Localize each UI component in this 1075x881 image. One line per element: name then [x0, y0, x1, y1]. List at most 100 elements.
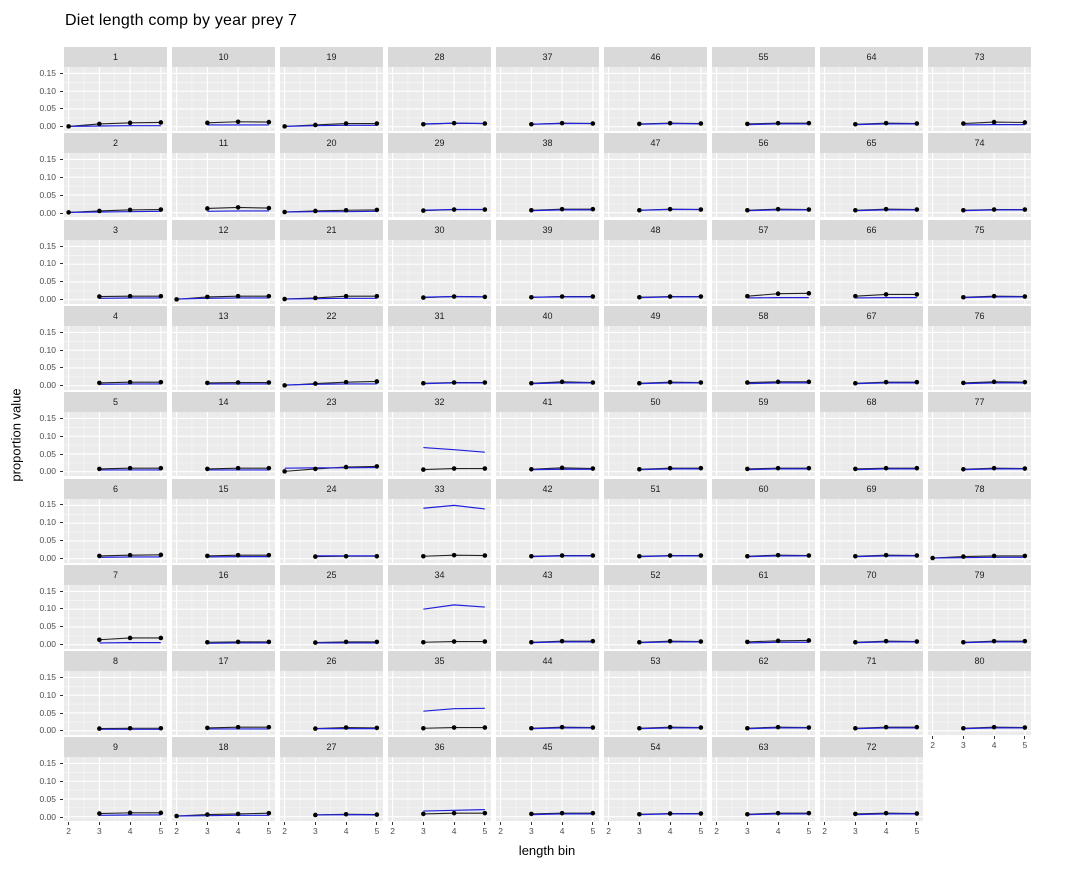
x-tick-mark — [777, 822, 779, 826]
x-tick-mark — [700, 822, 702, 826]
panel-plot — [604, 153, 707, 218]
observed-point — [343, 812, 349, 817]
panel-plot — [496, 153, 599, 218]
panel-background — [280, 153, 383, 218]
facet-strip-label: 80 — [928, 651, 1031, 672]
observed-point — [343, 121, 349, 126]
observed-point — [667, 466, 673, 471]
panel-background — [280, 584, 383, 649]
observed-point — [482, 811, 488, 816]
panel-plot — [928, 239, 1031, 304]
facet-panel: 5 — [64, 392, 167, 477]
x-tick-label: 4 — [235, 826, 241, 837]
panel-background — [604, 153, 707, 218]
observed-point — [421, 208, 426, 214]
observed-point — [806, 379, 812, 385]
y-tick-mark — [60, 626, 63, 628]
panel-background — [928, 325, 1031, 390]
panel-background — [928, 153, 1031, 218]
panel-plot — [388, 153, 491, 218]
panel-plot — [928, 498, 1031, 563]
facet-strip-label: 8 — [64, 651, 167, 672]
x-tick-label: 2 — [498, 826, 503, 837]
predicted-line — [284, 383, 377, 386]
panel-background — [280, 239, 383, 304]
facet-panel: 14 — [172, 392, 275, 477]
observed-point — [451, 466, 457, 472]
observed-point — [883, 552, 889, 557]
x-tick-label: 4 — [883, 826, 889, 837]
observed-point — [637, 380, 642, 386]
facet-strip-label: 47 — [604, 133, 707, 154]
panel-background — [388, 239, 491, 304]
observed-point — [529, 467, 534, 472]
observed-point — [961, 380, 966, 386]
observed-point — [421, 121, 426, 127]
facet-panel: 52 — [604, 564, 707, 649]
facet-strip-label: 73 — [928, 47, 1031, 67]
facet-strip-label: 36 — [388, 737, 491, 758]
x-tick-label: 3 — [528, 826, 534, 837]
facet-panel: 60 — [712, 478, 815, 563]
panel-plot — [712, 498, 815, 563]
observed-point — [205, 294, 210, 299]
facet-strip-label: 55 — [712, 47, 815, 67]
y-tick-label: 0.05 — [39, 276, 56, 287]
observed-point — [883, 466, 889, 471]
observed-point — [313, 553, 318, 559]
observed-point — [991, 724, 997, 730]
panel-plot — [280, 671, 383, 736]
observed-point — [806, 290, 812, 296]
observed-point — [883, 724, 889, 730]
observed-point — [529, 208, 534, 213]
facet-panel: 25 — [280, 564, 383, 649]
panel-plot — [172, 498, 275, 563]
observed-point — [127, 207, 133, 213]
panel-background — [172, 67, 275, 131]
y-tick-mark — [60, 763, 63, 765]
observed-point — [745, 293, 750, 299]
facet-panel: 33 — [388, 478, 491, 563]
observed-point — [991, 119, 997, 125]
panel-background — [496, 757, 599, 822]
facet-panel: 56 — [712, 133, 815, 218]
observed-point — [914, 724, 920, 730]
observed-point — [451, 293, 457, 299]
observed-point — [313, 640, 318, 645]
x-tick-mark — [68, 822, 70, 826]
facet-panel: 50 — [604, 392, 707, 477]
observed-point — [343, 639, 349, 644]
observed-point — [853, 639, 858, 645]
observed-point — [745, 726, 750, 731]
x-tick-label: 5 — [1022, 740, 1028, 751]
observed-point — [529, 639, 534, 645]
panel-plot — [604, 584, 707, 649]
facet-panel: 72 — [820, 737, 923, 822]
observed-point — [559, 724, 565, 730]
observed-point — [529, 121, 534, 127]
observed-point — [806, 725, 812, 730]
x-tick-label: 5 — [590, 826, 596, 837]
predicted-line — [68, 211, 161, 214]
x-tick-mark — [854, 822, 856, 826]
observed-point — [451, 120, 457, 126]
observed-point — [853, 293, 858, 299]
y-tick-label: 0.15 — [39, 326, 56, 337]
panel-plot — [280, 757, 383, 822]
panel-plot — [496, 325, 599, 390]
y-tick-label: 0.05 — [39, 362, 56, 373]
observed-point — [590, 380, 596, 385]
x-tick-mark — [268, 822, 270, 826]
panel-plot — [64, 584, 167, 649]
facet-panel: 58 — [712, 305, 815, 390]
observed-point — [698, 466, 704, 471]
facet-strip-label: 72 — [820, 737, 923, 758]
predicted-line — [423, 707, 485, 712]
panel-background — [172, 325, 275, 390]
observed-point — [313, 381, 318, 386]
x-tick-mark — [962, 736, 964, 740]
y-tick-label: 0.05 — [39, 448, 56, 459]
facet-strip-label: 69 — [820, 478, 923, 499]
observed-point — [961, 467, 966, 472]
y-tick-mark — [60, 212, 63, 214]
